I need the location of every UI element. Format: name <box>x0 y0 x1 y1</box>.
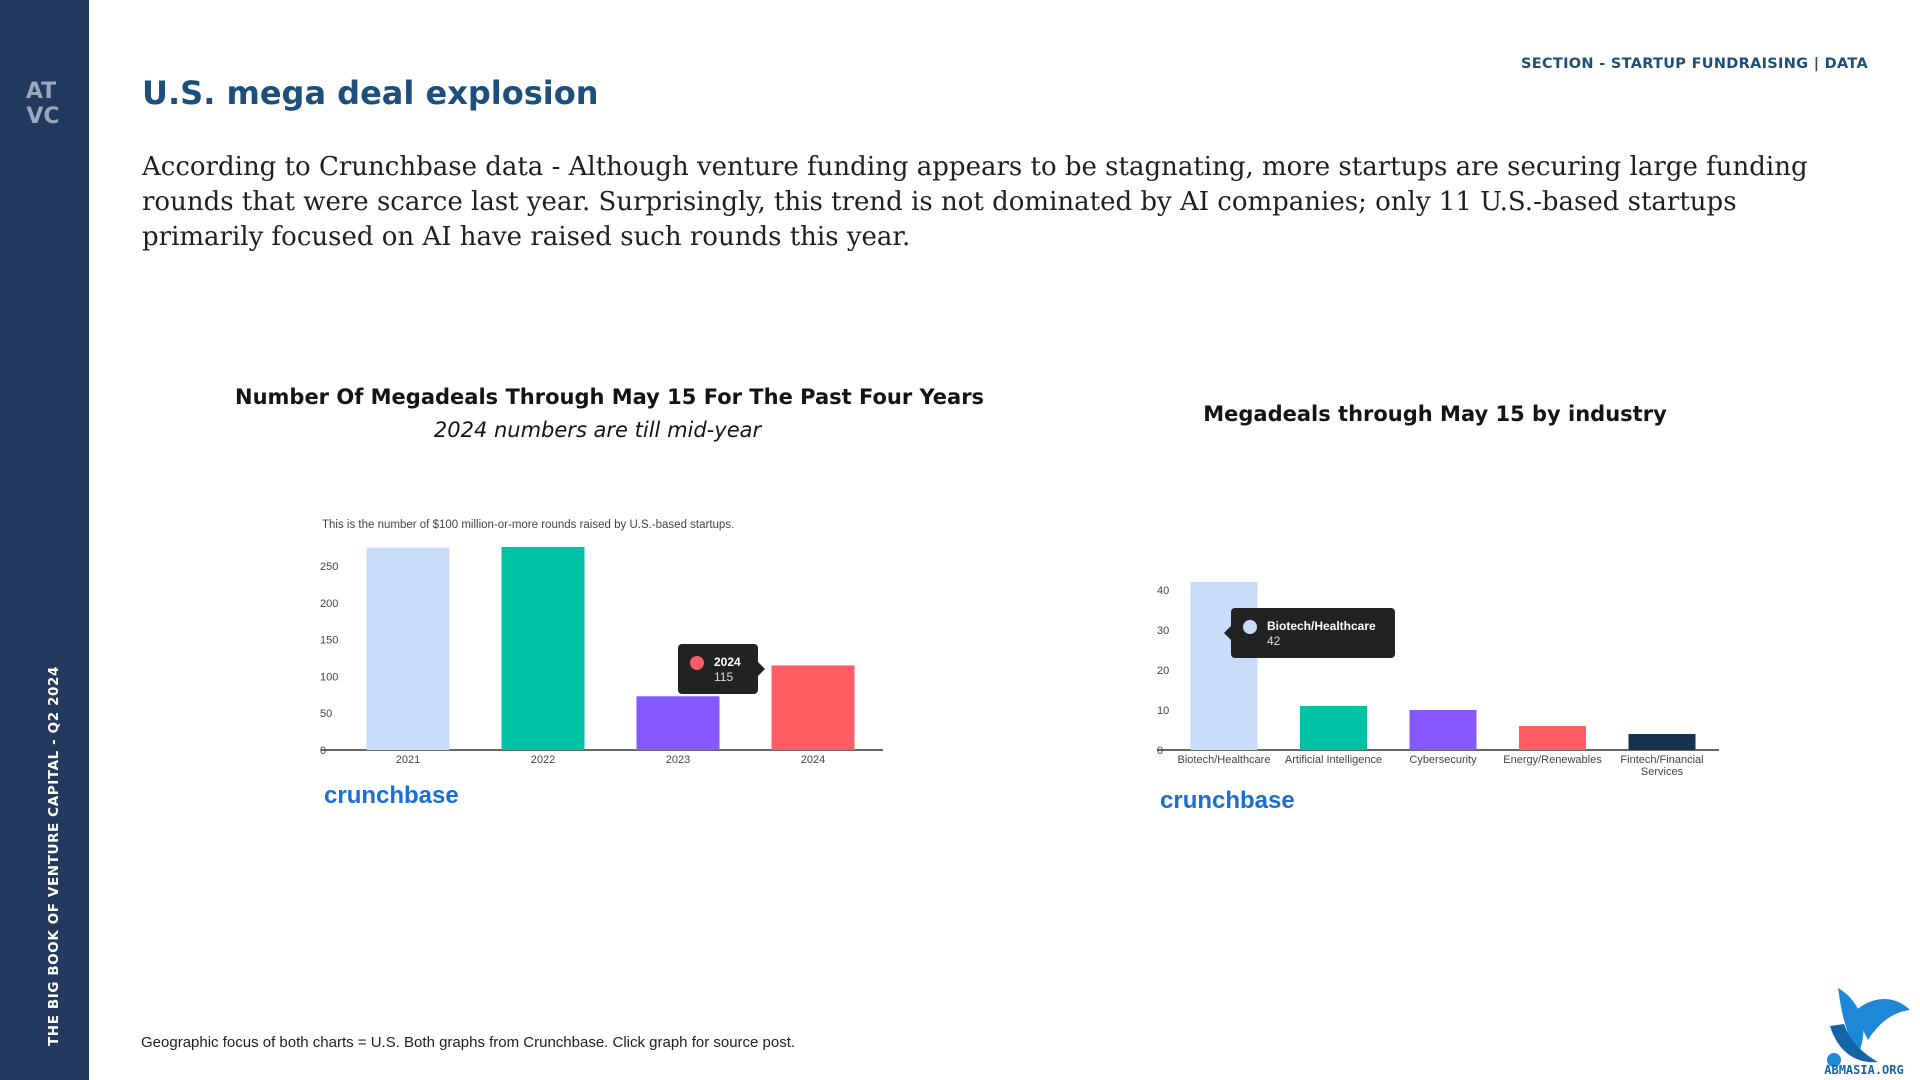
chart1-x-tick: 2023 <box>666 754 690 766</box>
chart2-bar[interactable] <box>1628 734 1696 750</box>
section-label: SECTION - STARTUP FUNDRAISING | DATA <box>1521 56 1868 72</box>
chart2-source[interactable]: crunchbase <box>1160 787 1295 814</box>
chart1-tooltip-label: 2024 <box>714 655 741 669</box>
sidebar-vertical-text: THE BIG BOOK OF VENTURE CAPITAL - Q2 202… <box>46 665 62 1046</box>
chart1-y-tick: 50 <box>320 708 332 720</box>
chart2-bar[interactable] <box>1190 582 1258 750</box>
chart2-tooltip-label: Biotech/Healthcare <box>1267 619 1376 633</box>
chart1-tooltip-value: 115 <box>714 670 733 684</box>
chart2-y-tick: 0 <box>1157 745 1163 757</box>
chart1-x-tick: 2021 <box>396 754 420 766</box>
sidebar: AT VC THE BIG BOOK OF VENTURE CAPITAL - … <box>0 0 89 1080</box>
chart2-y-tick: 30 <box>1157 625 1169 637</box>
chart1-x-tick: 2024 <box>801 754 825 766</box>
megadeals-by-year-chart[interactable]: This is the number of $100 million-or-mo… <box>310 510 910 820</box>
chart2-x-tick: Fintech/Financial <box>1620 754 1703 766</box>
svg-text:VC: VC <box>26 104 59 126</box>
chart1-y-tick: 100 <box>320 671 338 683</box>
intro-paragraph: According to Crunchbase data - Although … <box>142 152 1808 252</box>
chart1-bar[interactable] <box>771 665 855 750</box>
chart1-bar[interactable] <box>501 546 585 750</box>
atvc-logo: AT VC <box>26 79 60 126</box>
chart1-y-tick: 200 <box>320 598 338 610</box>
chart2-x-tick: Biotech/Healthcare <box>1178 754 1271 766</box>
abmasia-logo-text: ABMASIA.ORG <box>1824 1063 1903 1077</box>
abmasia-logo[interactable]: ABMASIA.ORG <box>1808 968 1920 1078</box>
chart2-bar[interactable] <box>1519 726 1586 750</box>
chart1-bar[interactable] <box>366 547 450 750</box>
chart1-y-tick: 250 <box>320 561 338 573</box>
chart2-title: Megadeals through May 15 by industry <box>1203 402 1667 426</box>
svg-text:AT: AT <box>26 79 56 104</box>
chart2-y-tick: 40 <box>1157 585 1169 597</box>
page-title: U.S. mega deal explosion <box>142 74 599 112</box>
chart2-tooltip-value: 42 <box>1267 634 1281 648</box>
chart1-title: Number Of Megadeals Through May 15 For T… <box>235 385 985 409</box>
chart1-y-tick: 0 <box>320 745 326 757</box>
footer-note: Geographic focus of both charts = U.S. B… <box>141 1034 796 1051</box>
chart2-x-tick: Services <box>1641 766 1684 778</box>
megadeals-by-industry-chart[interactable]: 0 10 20 30 40 Biotech/Healthcare Artificial In… <box>1145 555 1745 825</box>
chart1-bar[interactable] <box>636 696 720 750</box>
chart1-source[interactable]: crunchbase <box>324 782 459 809</box>
chart1-subtitle: 2024 numbers are till mid-year <box>433 418 762 442</box>
chart2-tooltip-box <box>1231 608 1395 658</box>
chart2-tooltip-pointer <box>1224 626 1231 640</box>
chart1-note: This is the number of $100 million-or-mo… <box>322 519 734 531</box>
chart2-bar[interactable] <box>1300 706 1367 750</box>
chart2-x-tick: Cybersecurity <box>1409 754 1477 766</box>
chart2-tooltip-dot <box>1243 620 1257 634</box>
chart1-tooltip-box <box>678 644 758 694</box>
chart1-y-tick: 150 <box>320 635 338 647</box>
chart2-bar[interactable] <box>1409 710 1477 750</box>
chart1-tooltip-dot <box>690 656 704 670</box>
chart1-x-tick: 2022 <box>531 754 555 766</box>
chart2-x-tick: Artificial Intelligence <box>1285 754 1382 766</box>
chart2-x-tick: Energy/Renewables <box>1503 754 1602 766</box>
chart2-y-tick: 20 <box>1157 665 1169 677</box>
chart2-y-tick: 10 <box>1157 705 1169 717</box>
chart1-tooltip-pointer <box>758 662 765 676</box>
